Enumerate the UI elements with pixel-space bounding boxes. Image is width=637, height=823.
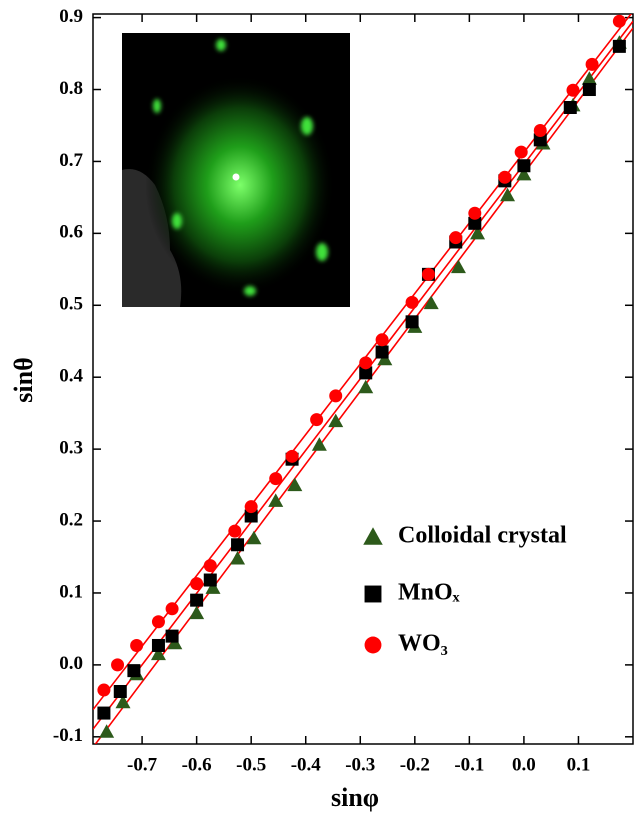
point <box>245 500 258 513</box>
legend-marker <box>365 637 382 654</box>
point <box>228 525 241 538</box>
point <box>99 724 114 738</box>
legend-label: MnOₓ <box>398 580 460 606</box>
y-tick-label: -0.1 <box>53 725 83 746</box>
y-tick-label: 0.1 <box>59 581 83 602</box>
point <box>328 414 343 428</box>
point <box>376 333 389 346</box>
y-axis-label: sinθ <box>9 357 38 402</box>
point <box>114 685 127 698</box>
y-tick-label: 0.4 <box>59 366 83 387</box>
point <box>567 84 580 97</box>
point <box>406 296 419 309</box>
point <box>130 639 143 652</box>
point <box>359 356 372 369</box>
point <box>422 268 435 281</box>
y-tick-label: 0.7 <box>59 150 83 171</box>
x-tick-label: -0.6 <box>182 754 212 775</box>
point <box>468 207 481 220</box>
point <box>166 630 179 643</box>
y-tick-label: 0.8 <box>59 78 83 99</box>
x-tick-label: -0.2 <box>400 754 430 775</box>
y-tick-label: 0.6 <box>59 222 83 243</box>
legend-marker <box>365 586 382 603</box>
inset-image <box>122 33 350 307</box>
point <box>127 664 140 677</box>
point <box>152 615 165 628</box>
x-tick-label: -0.4 <box>291 754 322 775</box>
point <box>449 231 462 244</box>
point <box>246 531 261 545</box>
legend-marker <box>363 527 383 545</box>
point <box>376 346 389 359</box>
point <box>500 188 515 202</box>
point <box>564 101 577 114</box>
x-tick-label: -0.5 <box>236 754 266 775</box>
point <box>424 296 439 310</box>
point <box>204 559 217 572</box>
x-tick-label: 0.1 <box>567 754 591 775</box>
point <box>190 577 203 590</box>
y-tick-label: 0.5 <box>59 294 83 315</box>
point <box>230 551 245 565</box>
point <box>613 15 626 28</box>
x-tick-label: -0.7 <box>127 754 158 775</box>
point <box>166 602 179 615</box>
point <box>583 83 596 96</box>
legend-label: WO₃ <box>398 631 448 657</box>
y-tick-label: 0.9 <box>59 6 83 27</box>
y-tick-label: 0.3 <box>59 437 83 458</box>
point <box>97 707 110 720</box>
point <box>286 450 299 463</box>
point <box>269 472 282 485</box>
point <box>97 684 110 697</box>
point <box>586 58 599 71</box>
point <box>152 639 165 652</box>
page: {"chart_data": {"type": "scatter", "x_la… <box>0 0 637 823</box>
point <box>515 146 528 159</box>
x-tick-label: -0.3 <box>345 754 375 775</box>
point <box>613 40 626 53</box>
chart: sinφ sinθ -0.1 0.0 0.1 0.2 0.3 0.4 0.5 0.6 0.7 0.… <box>0 0 637 818</box>
x-tick-label: 0.0 <box>512 754 536 775</box>
legend-label: Colloidal crystal <box>398 523 567 549</box>
point <box>111 658 124 671</box>
point <box>231 538 244 551</box>
point <box>204 574 217 587</box>
point <box>358 380 373 394</box>
point <box>310 413 323 426</box>
point <box>190 594 203 607</box>
point <box>189 606 204 620</box>
point <box>329 389 342 402</box>
x-tick-label: -0.1 <box>454 754 484 775</box>
y-tick-label: 0.0 <box>59 653 83 674</box>
point <box>406 315 419 328</box>
x-axis-label: sinφ <box>331 783 379 812</box>
point <box>517 159 530 172</box>
y-tick-label: 0.2 <box>59 509 83 530</box>
point <box>498 171 511 184</box>
point <box>534 124 547 137</box>
